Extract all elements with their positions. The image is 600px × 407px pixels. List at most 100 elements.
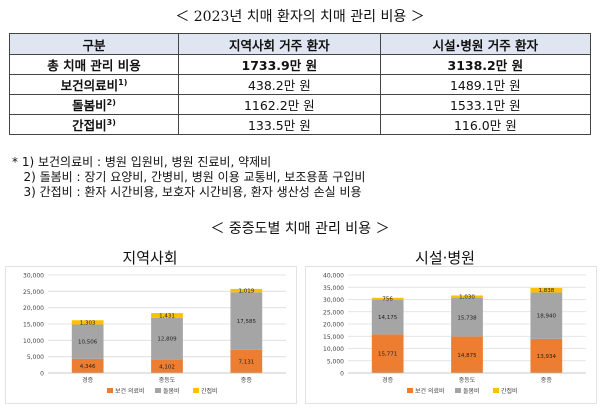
legend-swatch	[493, 388, 499, 393]
chart-title-facility: 시설·병원	[415, 249, 475, 267]
y-tick-label: 20,000	[323, 322, 344, 329]
bar-segment	[151, 359, 183, 373]
legend-label: 보건 의료비	[115, 387, 145, 395]
y-tick-label: 0	[40, 371, 44, 378]
data-label: 1,431	[159, 313, 175, 319]
legend-swatch	[455, 388, 461, 393]
chart-title-community: 지역사회	[122, 249, 178, 267]
y-tick-label: 40,000	[323, 273, 344, 280]
data-label: 1,030	[459, 295, 475, 301]
x-tick-label: 중등도	[459, 377, 476, 384]
legend-swatch	[107, 388, 113, 393]
data-label: 4,346	[80, 364, 96, 370]
footnote-mark: 2)	[106, 97, 116, 107]
table-row: 보건의료비1) 438.2만 원 1489.1만 원	[9, 74, 592, 95]
bar-segment	[230, 292, 263, 350]
y-tick-label: 25,000	[23, 289, 44, 296]
data-label: 10,506	[78, 340, 98, 346]
table-cell: 보건의료비1)	[9, 74, 179, 95]
bar-segment	[371, 299, 404, 335]
y-tick-label: 30,000	[323, 297, 344, 304]
table-cell: 총 치매 관리 비용	[9, 54, 179, 75]
table-cell: 1533.1만 원	[379, 94, 592, 115]
chart-section-heading: ＜ 중증도별 치매 관리 비용 ＞	[210, 221, 390, 237]
bar-segment	[230, 349, 263, 373]
bar-segment	[530, 292, 563, 339]
bar-segment	[530, 338, 563, 373]
table-cell: 438.2만 원	[178, 74, 381, 95]
data-label: 17,585	[237, 319, 257, 325]
legend-label: 간접비	[501, 387, 518, 395]
legend-swatch	[155, 388, 161, 393]
y-tick-label: 25,000	[323, 309, 344, 316]
chart-svg: 0 5,000 10,000 15,000 20,000 25,000 30,000 35,0…	[323, 273, 586, 395]
legend-label: 돌봄비	[163, 387, 180, 395]
legend-label: 보건 의료비	[415, 387, 445, 395]
bar-segment	[71, 358, 104, 373]
bar-segment	[71, 324, 104, 359]
bar-segment	[71, 320, 104, 325]
community-cost-chart: 0 5,000 10,000 15,000 20,000 25,000 30,000 4,34…	[5, 266, 297, 404]
table-cell: 1162.2만 원	[178, 94, 381, 115]
x-tick-label: 경증	[382, 377, 394, 384]
table-row: 돌봄비2) 1162.2만 원 1533.1만 원	[9, 94, 592, 115]
x-tick-label: 중증	[541, 377, 553, 384]
legend-label: 간접비	[201, 387, 218, 395]
footnote: 2) 돌봄비 : 장기 요양비, 간병비, 병원 이용 교통비, 보조용품 구입…	[12, 170, 366, 184]
data-label: 13,934	[537, 354, 557, 360]
footnote: * 1) 보건의료비 : 병원 입원비, 병원 진료비, 약제비	[12, 155, 272, 169]
cost-table: 구분 지역사회 거주 환자 시설·병원 거주 환자 총 치매 관리 비용 173…	[9, 33, 592, 135]
table-header: 시설·병원 거주 환자	[379, 33, 592, 55]
table-cell: 1733.9만 원	[178, 54, 381, 75]
y-tick-label: 30,000	[23, 273, 44, 280]
y-tick-label: 10,000	[23, 338, 44, 345]
y-tick-label: 15,000	[323, 334, 344, 341]
bar-segment	[451, 295, 483, 298]
legend-label: 돌봄비	[463, 387, 480, 395]
data-label: 1,303	[80, 320, 96, 326]
data-label: 15,738	[457, 315, 477, 321]
data-label: 756	[382, 297, 393, 303]
y-tick-label: 5,000	[27, 354, 44, 361]
table-header: 구분	[9, 33, 179, 55]
data-label: 14,175	[378, 315, 398, 321]
data-label: 15,771	[378, 352, 397, 358]
cost-table-heading: ＜ 2023년 치매 환자의 치매 관리 비용 ＞	[175, 9, 425, 25]
data-label: 7,131	[238, 359, 254, 365]
bar-segment	[451, 297, 483, 337]
legend-swatch	[193, 388, 199, 393]
data-label: 14,875	[457, 353, 477, 359]
y-tick-label: 5,000	[327, 358, 344, 365]
bar-segment	[371, 297, 404, 300]
y-tick-label: 35,000	[323, 285, 344, 292]
footnote-mark: 1)	[118, 77, 128, 87]
table-header-row: 구분 지역사회 거주 환자 시설·병원 거주 환자	[9, 33, 592, 55]
table-header: 지역사회 거주 환자	[178, 33, 381, 55]
y-tick-label: 15,000	[23, 322, 44, 329]
data-label: 12,809	[157, 337, 177, 343]
row-label: 간접비	[72, 118, 107, 133]
data-label: 4,102	[159, 364, 175, 370]
chart-svg: 0 5,000 10,000 15,000 20,000 25,000 30,000 4,34…	[23, 273, 286, 395]
table-row-total: 총 치매 관리 비용 1733.9만 원 3138.2만 원	[9, 54, 592, 75]
bar-segment	[530, 287, 563, 293]
bar-segment	[451, 336, 483, 373]
legend-swatch	[407, 388, 413, 393]
x-tick-label: 경증	[82, 377, 94, 384]
x-tick-label: 중등도	[159, 377, 176, 384]
table-cell: 1489.1만 원	[379, 74, 592, 95]
table-row: 간접비3) 133.5만 원 116.0만 원	[9, 114, 592, 135]
table-cell: 116.0만 원	[379, 114, 592, 135]
facility-cost-chart: 0 5,000 10,000 15,000 20,000 25,000 30,000 35,0…	[305, 266, 597, 404]
table-cell: 돌봄비2)	[9, 94, 179, 115]
data-label: 1,019	[238, 289, 254, 295]
footnote-mark: 3)	[106, 117, 116, 127]
bar-segment	[230, 288, 263, 293]
bar-segment	[151, 317, 183, 360]
row-label: 돌봄비	[72, 98, 107, 113]
footnotes: * 1) 보건의료비 : 병원 입원비, 병원 진료비, 약제비 2) 돌봄비 …	[12, 155, 365, 200]
row-label: 보건의료비	[60, 78, 119, 93]
data-label: 18,940	[537, 314, 557, 320]
table-cell: 133.5만 원	[178, 114, 381, 135]
table-cell: 3138.2만 원	[379, 54, 592, 75]
